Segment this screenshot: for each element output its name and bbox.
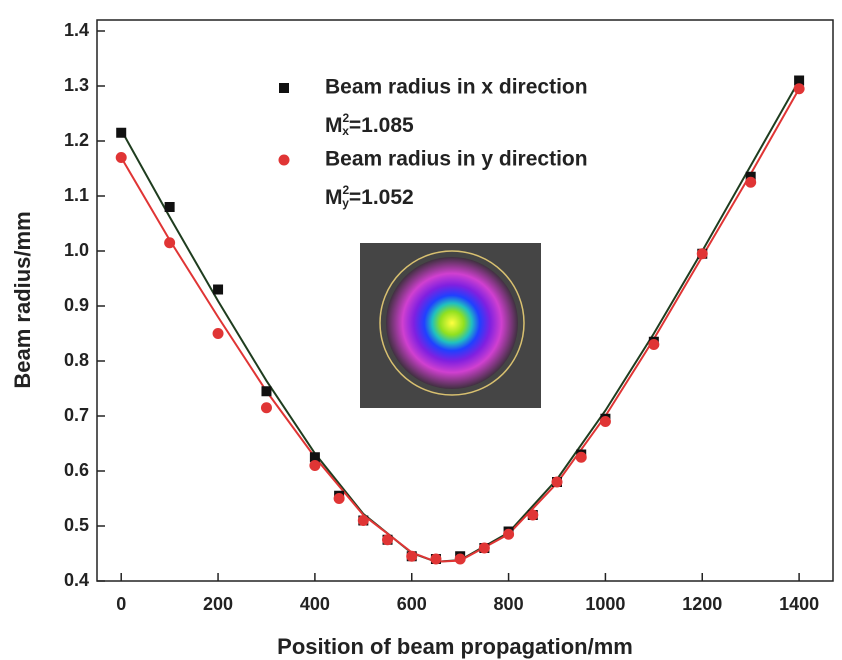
legend-label: Beam radius in x direction [325, 76, 588, 99]
legend-note: M2 y=1.052 [325, 183, 414, 210]
point [382, 534, 394, 546]
x-tick-label: 400 [300, 594, 330, 614]
x-tick-label: 1000 [585, 594, 625, 614]
y-tick-label: 1.4 [64, 20, 89, 40]
note-sup: 2 [343, 111, 350, 125]
y-tick-label: 0.4 [64, 570, 89, 590]
x-tick-label: 1200 [682, 594, 722, 614]
point [357, 515, 369, 526]
point [333, 493, 345, 504]
point [164, 237, 176, 249]
note-base: M [325, 186, 343, 209]
note-base: M [325, 114, 343, 137]
point [551, 476, 563, 488]
note-sup: 2 [343, 183, 350, 197]
point [164, 202, 175, 212]
point [599, 416, 611, 427]
point [503, 528, 515, 540]
point [478, 542, 490, 554]
point [309, 452, 320, 463]
note-text: =1.052 [349, 186, 414, 209]
point [793, 83, 805, 95]
y-tick-label: 0.8 [64, 350, 89, 370]
y-tick-label: 1.0 [64, 240, 89, 260]
point [430, 553, 442, 565]
y-tick-label: 0.5 [64, 515, 89, 535]
x-tick-label: 0 [116, 594, 126, 614]
point [406, 550, 418, 562]
x-tick-label: 1400 [779, 594, 819, 614]
y-tick-label: 0.9 [64, 295, 89, 315]
note-text: =1.085 [349, 114, 414, 137]
x-tick-label: 600 [397, 594, 427, 614]
x-tick-label: 200 [203, 594, 233, 614]
point [260, 402, 272, 414]
inset-beam-image [360, 243, 541, 408]
note-sub: y [342, 196, 349, 210]
legend-note: M2 x=1.085 [325, 111, 414, 138]
point [527, 509, 539, 521]
x-axis-label: Position of beam propagation/mm [277, 634, 633, 659]
y-tick-label: 0.6 [64, 460, 89, 480]
legend-label: Beam radius in y direction [325, 148, 588, 171]
point [116, 127, 127, 138]
point [309, 460, 321, 471]
x-tick-label: 800 [494, 594, 524, 614]
point [212, 328, 224, 339]
point [648, 339, 660, 350]
plot-frame [96, 19, 834, 582]
y-tick-label: 1.2 [64, 130, 89, 150]
point [213, 284, 224, 295]
legend-marker [278, 154, 290, 166]
fit-line [120, 88, 800, 563]
y-tick-label: 0.7 [64, 405, 89, 425]
point [575, 451, 587, 463]
point [115, 152, 127, 163]
point [745, 176, 757, 188]
note-sub: x [342, 124, 349, 138]
y-axis-label: Beam radius/mm [10, 211, 35, 388]
point [696, 248, 708, 260]
point [454, 553, 466, 565]
legend-marker [279, 83, 289, 93]
point [261, 386, 272, 397]
point [794, 75, 805, 86]
y-tick-label: 1.3 [64, 75, 89, 95]
y-tick-label: 1.1 [64, 185, 89, 205]
